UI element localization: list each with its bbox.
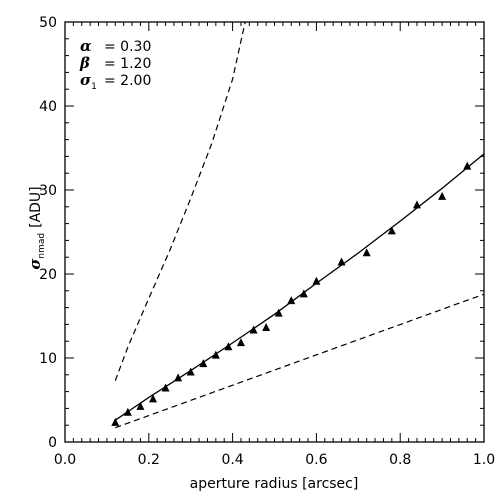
y-tick-label: 50	[39, 15, 57, 31]
x-tick-label: 0.2	[138, 452, 160, 468]
parameter-annotations: α = 0.30 β = 1.20 σ1 = 2.00	[79, 37, 151, 93]
x-tick-label: 0.6	[305, 452, 327, 468]
y-tick-label: 20	[39, 267, 57, 283]
x-tick-label: 1.0	[473, 452, 495, 468]
data-point	[211, 350, 220, 359]
data-point	[186, 367, 195, 376]
annotation-alpha-symbol: α	[80, 37, 92, 55]
data-point	[123, 407, 132, 416]
data-point	[148, 394, 157, 403]
dashed-curve-1	[115, 293, 485, 429]
y-axis-subscript: nmad	[37, 233, 47, 259]
data-point	[199, 359, 208, 368]
data-point	[438, 191, 447, 200]
annotation-alpha-value: = 0.30	[104, 39, 151, 55]
annotation-sigma1: σ1 = 2.00	[80, 71, 151, 93]
data-point	[136, 401, 145, 410]
data-point	[274, 308, 283, 317]
data-point	[249, 325, 258, 334]
y-tick-label: 40	[39, 99, 57, 115]
y-axis-unit: [ADU]	[28, 186, 44, 228]
annotation-beta-symbol: β	[79, 54, 90, 72]
data-point	[387, 226, 396, 235]
data-point	[412, 200, 421, 209]
plot-axes	[64, 21, 485, 443]
plot-curves	[114, 21, 485, 429]
data-point	[174, 373, 183, 382]
y-axis-symbol: σ	[26, 258, 44, 270]
data-point	[161, 383, 170, 392]
data-point	[362, 248, 371, 257]
annotation-sigma1-subscript: 1	[91, 82, 97, 92]
data-point	[287, 296, 296, 305]
annotation-alpha: α = 0.30	[80, 37, 151, 55]
x-tick-label: 0.0	[54, 452, 76, 468]
dashed-curve-2	[114, 21, 246, 381]
annotation-beta: β = 1.20	[79, 54, 151, 72]
data-point	[299, 289, 308, 298]
data-point	[337, 257, 346, 266]
y-axis-title: σnmad [ADU]	[26, 186, 47, 269]
data-point	[224, 342, 233, 351]
x-tick-label: 0.8	[389, 452, 411, 468]
data-point	[463, 161, 472, 170]
data-point	[312, 276, 321, 285]
annotation-sigma1-value: = 2.00	[104, 73, 151, 89]
y-tick-label: 0	[48, 435, 57, 451]
x-tick-label: 0.4	[221, 452, 243, 468]
annotation-sigma1-symbol: σ	[80, 71, 92, 89]
y-tick-label: 30	[39, 183, 57, 199]
data-point	[111, 417, 120, 426]
tick-labels: 0.0 0.2 0.4 0.6 0.8 1.0 0 10 20 30 40 50	[39, 15, 495, 468]
x-axis-title: aperture radius [arcsec]	[190, 476, 359, 492]
data-point	[262, 322, 271, 331]
annotation-beta-value: = 1.20	[104, 56, 151, 72]
y-tick-label: 10	[39, 351, 57, 367]
data-point	[236, 338, 245, 347]
plot-markers	[111, 161, 472, 426]
fit-curve	[114, 153, 485, 421]
